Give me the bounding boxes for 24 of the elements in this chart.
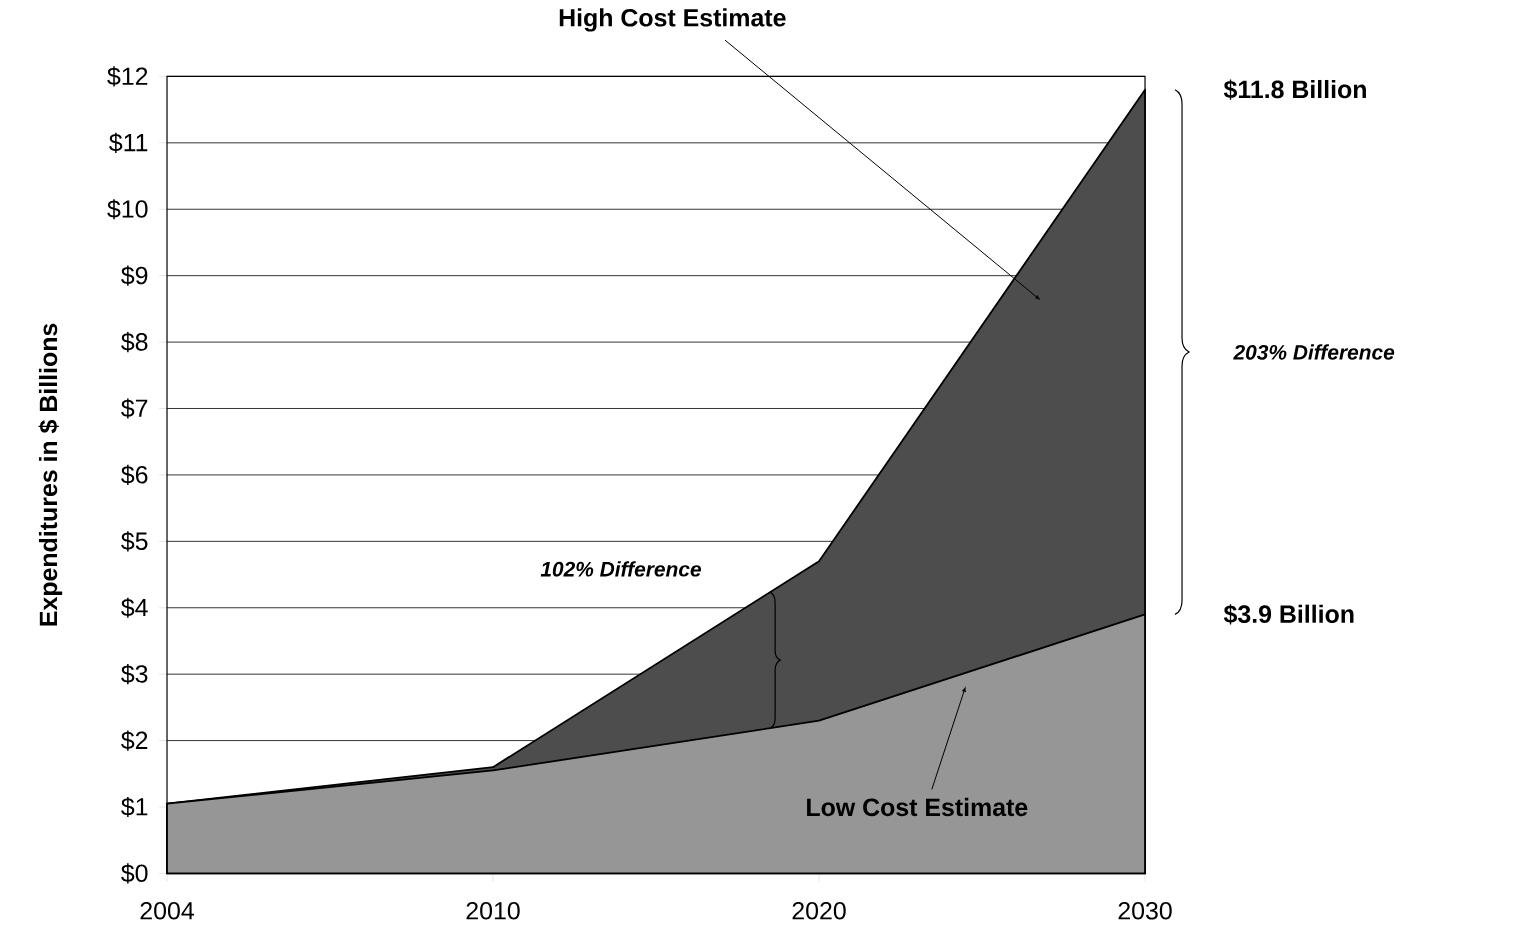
y-tick-label: $6: [121, 464, 148, 485]
series-label: Low Cost Estimate: [807, 797, 1028, 816]
y-tick-label: $8: [121, 331, 148, 352]
y-tick-label: $1: [121, 796, 148, 817]
x-tick-label: 2004: [140, 901, 194, 920]
x-tick-label: 2020: [792, 901, 846, 920]
y-tick-label: $7: [121, 398, 148, 419]
y-tick-label: $0: [121, 863, 148, 884]
y-tick-label: $4: [121, 597, 148, 618]
y-tick-label: $11: [109, 132, 148, 153]
y-tick-label: $5: [121, 531, 148, 552]
y-tick-label: $3: [121, 663, 148, 685]
text: $11.8 Billion: [1223, 79, 1366, 100]
text: $3.9 Billion: [1223, 604, 1354, 625]
text: 203% Difference: [1233, 344, 1395, 360]
x-tick-label: 2030: [1118, 901, 1172, 920]
text: High Cost Estimate: [559, 8, 786, 32]
y-tick-label: $9: [121, 265, 148, 286]
y-tick-label: $2: [121, 730, 148, 751]
y-axis-title: Expenditures in $ Billions: [38, 323, 63, 626]
x-tick-label: 2010: [466, 901, 520, 920]
annotation: 102% Difference: [540, 561, 702, 577]
y-tick-label: $10: [107, 198, 148, 220]
y-tick-label: $12: [107, 66, 148, 87]
